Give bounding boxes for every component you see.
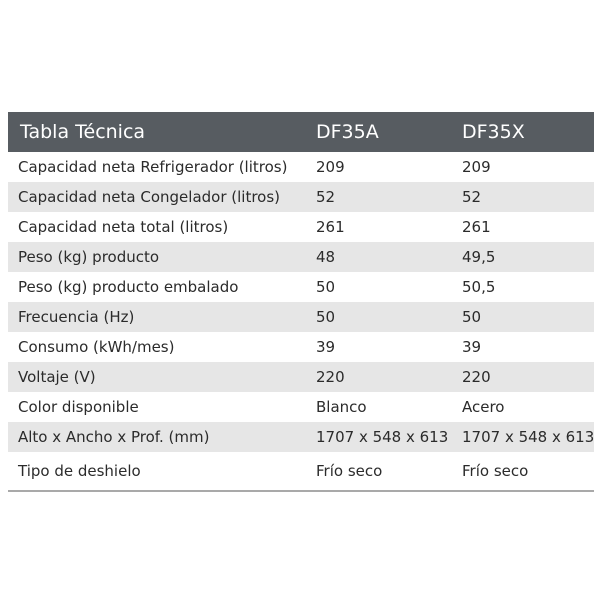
row-label: Peso (kg) producto embalado bbox=[8, 272, 316, 302]
value-df35x: 39 bbox=[462, 332, 594, 362]
bottom-divider bbox=[8, 490, 594, 492]
table-row: Tipo de deshielo Frío seco Frío seco bbox=[8, 452, 594, 490]
row-label: Consumo (kWh/mes) bbox=[8, 332, 316, 362]
table-row: Peso (kg) producto embalado 50 50,5 bbox=[8, 272, 594, 302]
column-header-df35a: DF35A bbox=[316, 112, 462, 152]
table-row: Capacidad neta Congelador (litros) 52 52 bbox=[8, 182, 594, 212]
value-df35a: 39 bbox=[316, 332, 462, 362]
row-label: Tipo de deshielo bbox=[8, 452, 316, 490]
row-label: Capacidad neta Refrigerador (litros) bbox=[8, 152, 316, 182]
value-df35x: 49,5 bbox=[462, 242, 594, 272]
value-df35x: 50 bbox=[462, 302, 594, 332]
table-row: Peso (kg) producto 48 49,5 bbox=[8, 242, 594, 272]
value-df35a: Blanco bbox=[316, 392, 462, 422]
value-df35x: Acero bbox=[462, 392, 594, 422]
value-df35a: 209 bbox=[316, 152, 462, 182]
value-df35x: Frío seco bbox=[462, 452, 594, 490]
table-title: Tabla Técnica bbox=[8, 112, 316, 152]
value-df35x: 261 bbox=[462, 212, 594, 242]
value-df35a: 50 bbox=[316, 302, 462, 332]
value-df35a: 261 bbox=[316, 212, 462, 242]
value-df35x: 1707 x 548 x 613 bbox=[462, 422, 594, 452]
value-df35a: 52 bbox=[316, 182, 462, 212]
row-label: Capacidad neta Congelador (litros) bbox=[8, 182, 316, 212]
table-row: Color disponible Blanco Acero bbox=[8, 392, 594, 422]
value-df35a: 1707 x 548 x 613 bbox=[316, 422, 462, 452]
row-label: Alto x Ancho x Prof. (mm) bbox=[8, 422, 316, 452]
table-row: Capacidad neta total (litros) 261 261 bbox=[8, 212, 594, 242]
table-row: Consumo (kWh/mes) 39 39 bbox=[8, 332, 594, 362]
column-header-df35x: DF35X bbox=[462, 112, 594, 152]
table-row: Voltaje (V) 220 220 bbox=[8, 362, 594, 392]
value-df35x: 209 bbox=[462, 152, 594, 182]
row-label: Voltaje (V) bbox=[8, 362, 316, 392]
table-row: Capacidad neta Refrigerador (litros) 209… bbox=[8, 152, 594, 182]
value-df35a: 50 bbox=[316, 272, 462, 302]
row-label: Color disponible bbox=[8, 392, 316, 422]
row-label: Capacidad neta total (litros) bbox=[8, 212, 316, 242]
spec-table: Tabla Técnica DF35A DF35X Capacidad neta… bbox=[8, 112, 594, 490]
value-df35a: 220 bbox=[316, 362, 462, 392]
row-label: Peso (kg) producto bbox=[8, 242, 316, 272]
table-row: Alto x Ancho x Prof. (mm) 1707 x 548 x 6… bbox=[8, 422, 594, 452]
value-df35a: 48 bbox=[316, 242, 462, 272]
value-df35a: Frío seco bbox=[316, 452, 462, 490]
table-row: Frecuencia (Hz) 50 50 bbox=[8, 302, 594, 332]
value-df35x: 50,5 bbox=[462, 272, 594, 302]
row-label: Frecuencia (Hz) bbox=[8, 302, 316, 332]
table-header-row: Tabla Técnica DF35A DF35X bbox=[8, 112, 594, 152]
value-df35x: 220 bbox=[462, 362, 594, 392]
value-df35x: 52 bbox=[462, 182, 594, 212]
